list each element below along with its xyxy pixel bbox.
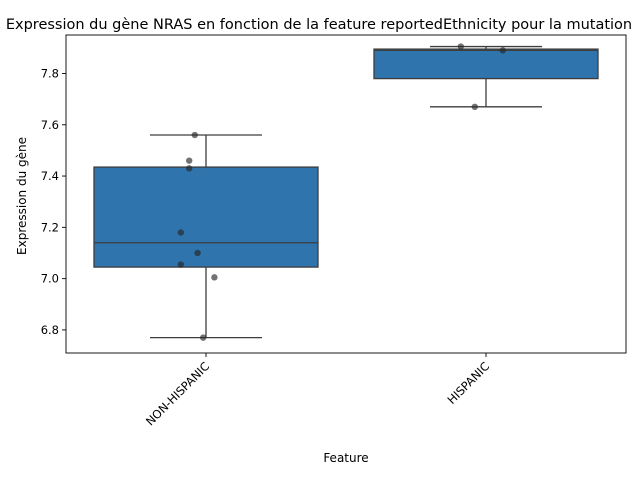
x-tick-label: NON-HISPANIC [143, 359, 212, 428]
data-point [191, 131, 198, 139]
data-point [471, 103, 478, 111]
box [373, 48, 599, 80]
chart-title: Expression du gène NRAS en fonction de l… [6, 17, 632, 33]
box [93, 166, 319, 268]
x-tick-label: HISPANIC [444, 359, 492, 407]
data-point [194, 249, 201, 257]
y-tick-label: 7.8 [41, 66, 59, 80]
data-point [177, 261, 184, 268]
data-point [457, 43, 464, 50]
data-point [177, 229, 184, 236]
plot-frame [65, 34, 627, 354]
y-axis-label: Expression du gène [15, 137, 29, 255]
data-point [200, 334, 207, 341]
data-point [186, 165, 193, 172]
y-tick-label: 7.6 [41, 118, 59, 132]
x-axis-label: Feature [323, 451, 368, 465]
y-tick-label: 7.2 [41, 220, 59, 234]
x-axis: NON-HISPANIC HISPANIC [143, 353, 492, 428]
y-tick-label: 7.4 [41, 169, 59, 183]
data-point [186, 157, 193, 164]
y-axis: 6.8 7.0 7.2 7.4 7.6 7.8 [41, 66, 66, 337]
data-point [499, 47, 506, 54]
data-point [211, 274, 218, 281]
y-tick-label: 6.8 [41, 323, 59, 337]
y-tick-label: 7.0 [41, 272, 59, 286]
plot-area [65, 34, 627, 354]
